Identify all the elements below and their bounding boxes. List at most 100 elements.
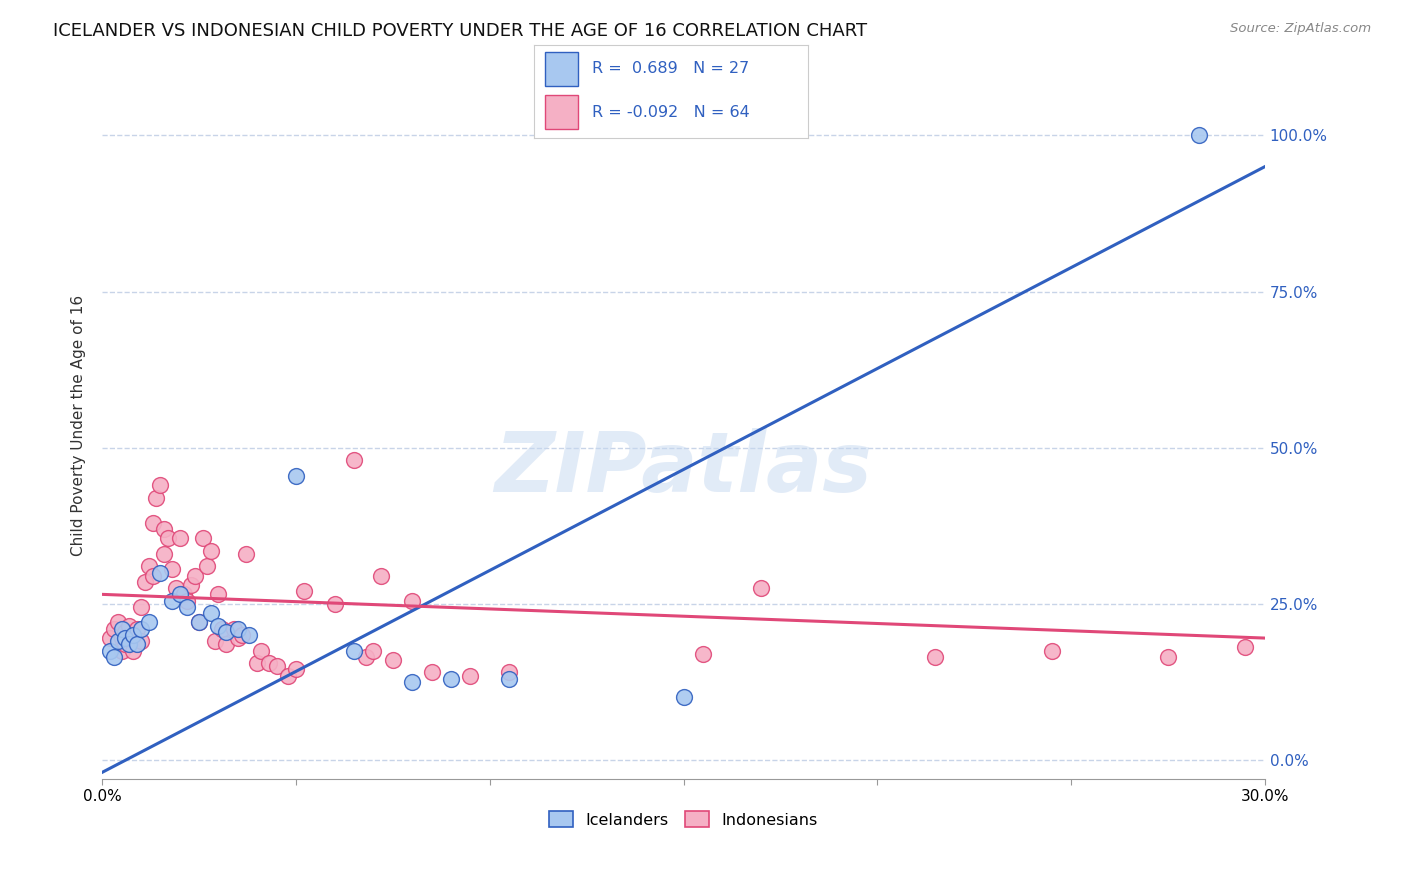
Point	[129, 622, 152, 636]
Point	[138, 559, 160, 574]
Point	[184, 568, 207, 582]
Point	[231, 628, 253, 642]
Point	[118, 637, 141, 651]
Point	[215, 637, 238, 651]
Point	[257, 656, 280, 670]
Text: Source: ZipAtlas.com: Source: ZipAtlas.com	[1230, 22, 1371, 36]
Point	[285, 662, 308, 676]
Text: R = -0.092   N = 64: R = -0.092 N = 64	[592, 104, 749, 120]
Point	[420, 665, 443, 680]
Point	[114, 624, 136, 639]
Point	[122, 628, 145, 642]
Point	[169, 587, 191, 601]
Point	[160, 562, 183, 576]
Point	[226, 631, 249, 645]
Point	[149, 478, 172, 492]
Point	[145, 491, 167, 505]
Point	[460, 668, 482, 682]
Point	[363, 643, 385, 657]
Point	[498, 672, 520, 686]
Point	[110, 643, 132, 657]
Point	[749, 581, 772, 595]
Point	[222, 622, 245, 636]
Point	[924, 649, 946, 664]
Point	[176, 599, 198, 614]
Point	[103, 622, 125, 636]
Point	[401, 674, 423, 689]
Point	[103, 649, 125, 664]
Point	[129, 634, 152, 648]
Point	[200, 606, 222, 620]
Point	[285, 468, 308, 483]
Point	[215, 624, 238, 639]
Point	[107, 615, 129, 630]
Point	[246, 656, 269, 670]
Point	[207, 587, 229, 601]
Bar	[546, 52, 578, 86]
Point	[118, 618, 141, 632]
Point	[110, 631, 132, 645]
Point	[165, 581, 187, 595]
Point	[114, 637, 136, 651]
Point	[250, 643, 273, 657]
Point	[292, 584, 315, 599]
Point	[134, 574, 156, 589]
Point	[1157, 649, 1180, 664]
Point	[180, 578, 202, 592]
Point	[188, 615, 211, 630]
Point	[127, 637, 149, 651]
Point	[343, 643, 366, 657]
Point	[188, 615, 211, 630]
Point	[160, 593, 183, 607]
Point	[107, 634, 129, 648]
Point	[266, 659, 288, 673]
Point	[191, 531, 214, 545]
Point	[226, 622, 249, 636]
Point	[122, 631, 145, 645]
Text: R =  0.689   N = 27: R = 0.689 N = 27	[592, 62, 749, 77]
Point	[692, 647, 714, 661]
Point	[343, 453, 366, 467]
Point	[110, 622, 132, 636]
Bar	[546, 95, 578, 129]
Point	[127, 622, 149, 636]
Point	[129, 599, 152, 614]
Point	[1040, 643, 1063, 657]
Point	[211, 622, 233, 636]
Point	[173, 587, 195, 601]
Point	[370, 568, 392, 582]
Point	[401, 593, 423, 607]
Point	[98, 631, 121, 645]
Point	[235, 547, 257, 561]
Text: ZIPatlas: ZIPatlas	[495, 427, 873, 508]
Point	[381, 653, 404, 667]
Point	[440, 672, 463, 686]
Point	[176, 593, 198, 607]
Point	[200, 543, 222, 558]
Point	[153, 522, 176, 536]
Point	[1188, 128, 1211, 143]
Point	[157, 531, 180, 545]
Point	[122, 643, 145, 657]
Point	[207, 618, 229, 632]
Point	[98, 643, 121, 657]
Y-axis label: Child Poverty Under the Age of 16: Child Poverty Under the Age of 16	[72, 295, 86, 557]
Point	[169, 531, 191, 545]
Point	[142, 568, 165, 582]
Legend: Icelanders, Indonesians: Icelanders, Indonesians	[543, 805, 824, 834]
Point	[142, 516, 165, 530]
Point	[1234, 640, 1257, 655]
Point	[277, 668, 299, 682]
Point	[354, 649, 377, 664]
Point	[195, 559, 218, 574]
Point	[138, 615, 160, 630]
Point	[672, 690, 695, 705]
Point	[204, 634, 226, 648]
Point	[238, 628, 260, 642]
Text: ICELANDER VS INDONESIAN CHILD POVERTY UNDER THE AGE OF 16 CORRELATION CHART: ICELANDER VS INDONESIAN CHILD POVERTY UN…	[53, 22, 868, 40]
Point	[114, 631, 136, 645]
Point	[498, 665, 520, 680]
Point	[149, 566, 172, 580]
Point	[323, 597, 346, 611]
Point	[153, 547, 176, 561]
